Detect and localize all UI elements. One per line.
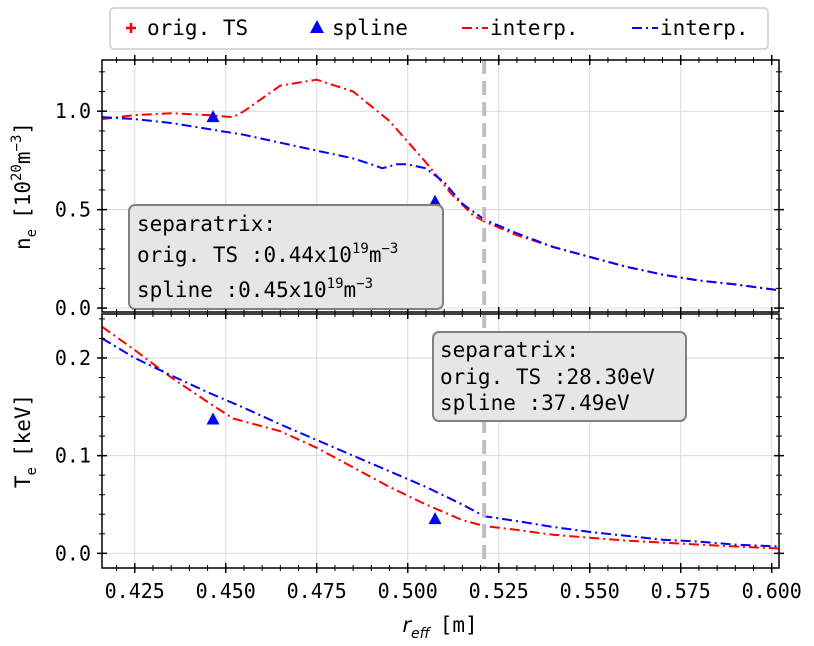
legend-label: orig. TS xyxy=(147,16,248,40)
density-interp-line-blue xyxy=(102,116,779,292)
xtick-label: 0.525 xyxy=(469,579,529,603)
temperature-annotation-spline: spline :37.49eV xyxy=(440,391,630,415)
xtick-label: 0.600 xyxy=(742,579,802,603)
density-annotation-box: separatrix: orig. TS :0.44x1019m−3 splin… xyxy=(128,204,444,310)
legend-label: spline xyxy=(332,16,408,40)
legend-triangle-marker xyxy=(310,20,324,33)
density-ytick-label: 0.0 xyxy=(55,296,91,320)
legend-entry-2: interp. xyxy=(462,16,579,40)
legend-frame xyxy=(109,7,769,50)
temperature-y-axis-label: Te[keV] xyxy=(11,394,40,488)
density-spline-point xyxy=(206,110,220,123)
temperature-panel-frame xyxy=(101,313,780,569)
xtick-label: 0.425 xyxy=(105,579,165,603)
x-axis-label: reff [m] xyxy=(402,613,477,642)
xtick-label: 0.475 xyxy=(287,579,347,603)
temperature-annotation-box: separatrix: orig. TS :28.30eV spline :37… xyxy=(432,331,687,422)
legend-label: interp. xyxy=(490,16,579,40)
legend-entry-1: spline xyxy=(310,16,408,40)
density-annotation-spline: spline :0.45x1019m−3 xyxy=(137,276,373,302)
xtick-label: 0.575 xyxy=(651,579,711,603)
temperature-interp-line-blue xyxy=(102,337,779,548)
temperature-ytick-label: 0.0 xyxy=(55,541,91,565)
legend-entry-3: interp. xyxy=(632,16,749,40)
temperature-annotation-title: separatrix: xyxy=(440,338,579,362)
temperature-spline-point xyxy=(206,412,220,425)
density-panel: 0.0 0.5 1.0 ne[1020m−3] separatrix: orig. … xyxy=(9,55,784,320)
legend-entry-0: orig. TS xyxy=(126,16,248,40)
density-ytick-label: 0.5 xyxy=(55,198,91,222)
xtick-label: 0.550 xyxy=(560,579,620,603)
legend: orig. TS spline interp. interp. xyxy=(109,7,769,50)
temperature-spline-point xyxy=(428,512,442,525)
legend-label: interp. xyxy=(660,16,749,40)
density-annotation-orig-ts: orig. TS :0.44x1019m−3 xyxy=(137,241,398,267)
density-annotation-title: separatrix: xyxy=(137,212,276,236)
density-panel-frame xyxy=(101,59,780,313)
xtick-label: 0.500 xyxy=(378,579,438,603)
temperature-panel: 0.0 0.1 0.2 0.425 0.450 0.475 0.500 0.525 0.550… xyxy=(11,309,802,603)
xtick-label: 0.450 xyxy=(196,579,256,603)
temperature-annotation-orig-ts: orig. TS :28.30eV xyxy=(440,365,655,389)
temperature-ytick-label: 0.1 xyxy=(55,444,91,468)
density-spline-point xyxy=(428,194,442,207)
density-ytick-label: 1.0 xyxy=(55,99,91,123)
temperature-interp-line-red xyxy=(102,325,779,550)
temperature-ytick-label: 0.2 xyxy=(55,346,91,370)
legend-plus-marker xyxy=(126,23,136,33)
density-y-axis-label: ne[1020m−3] xyxy=(9,122,40,250)
